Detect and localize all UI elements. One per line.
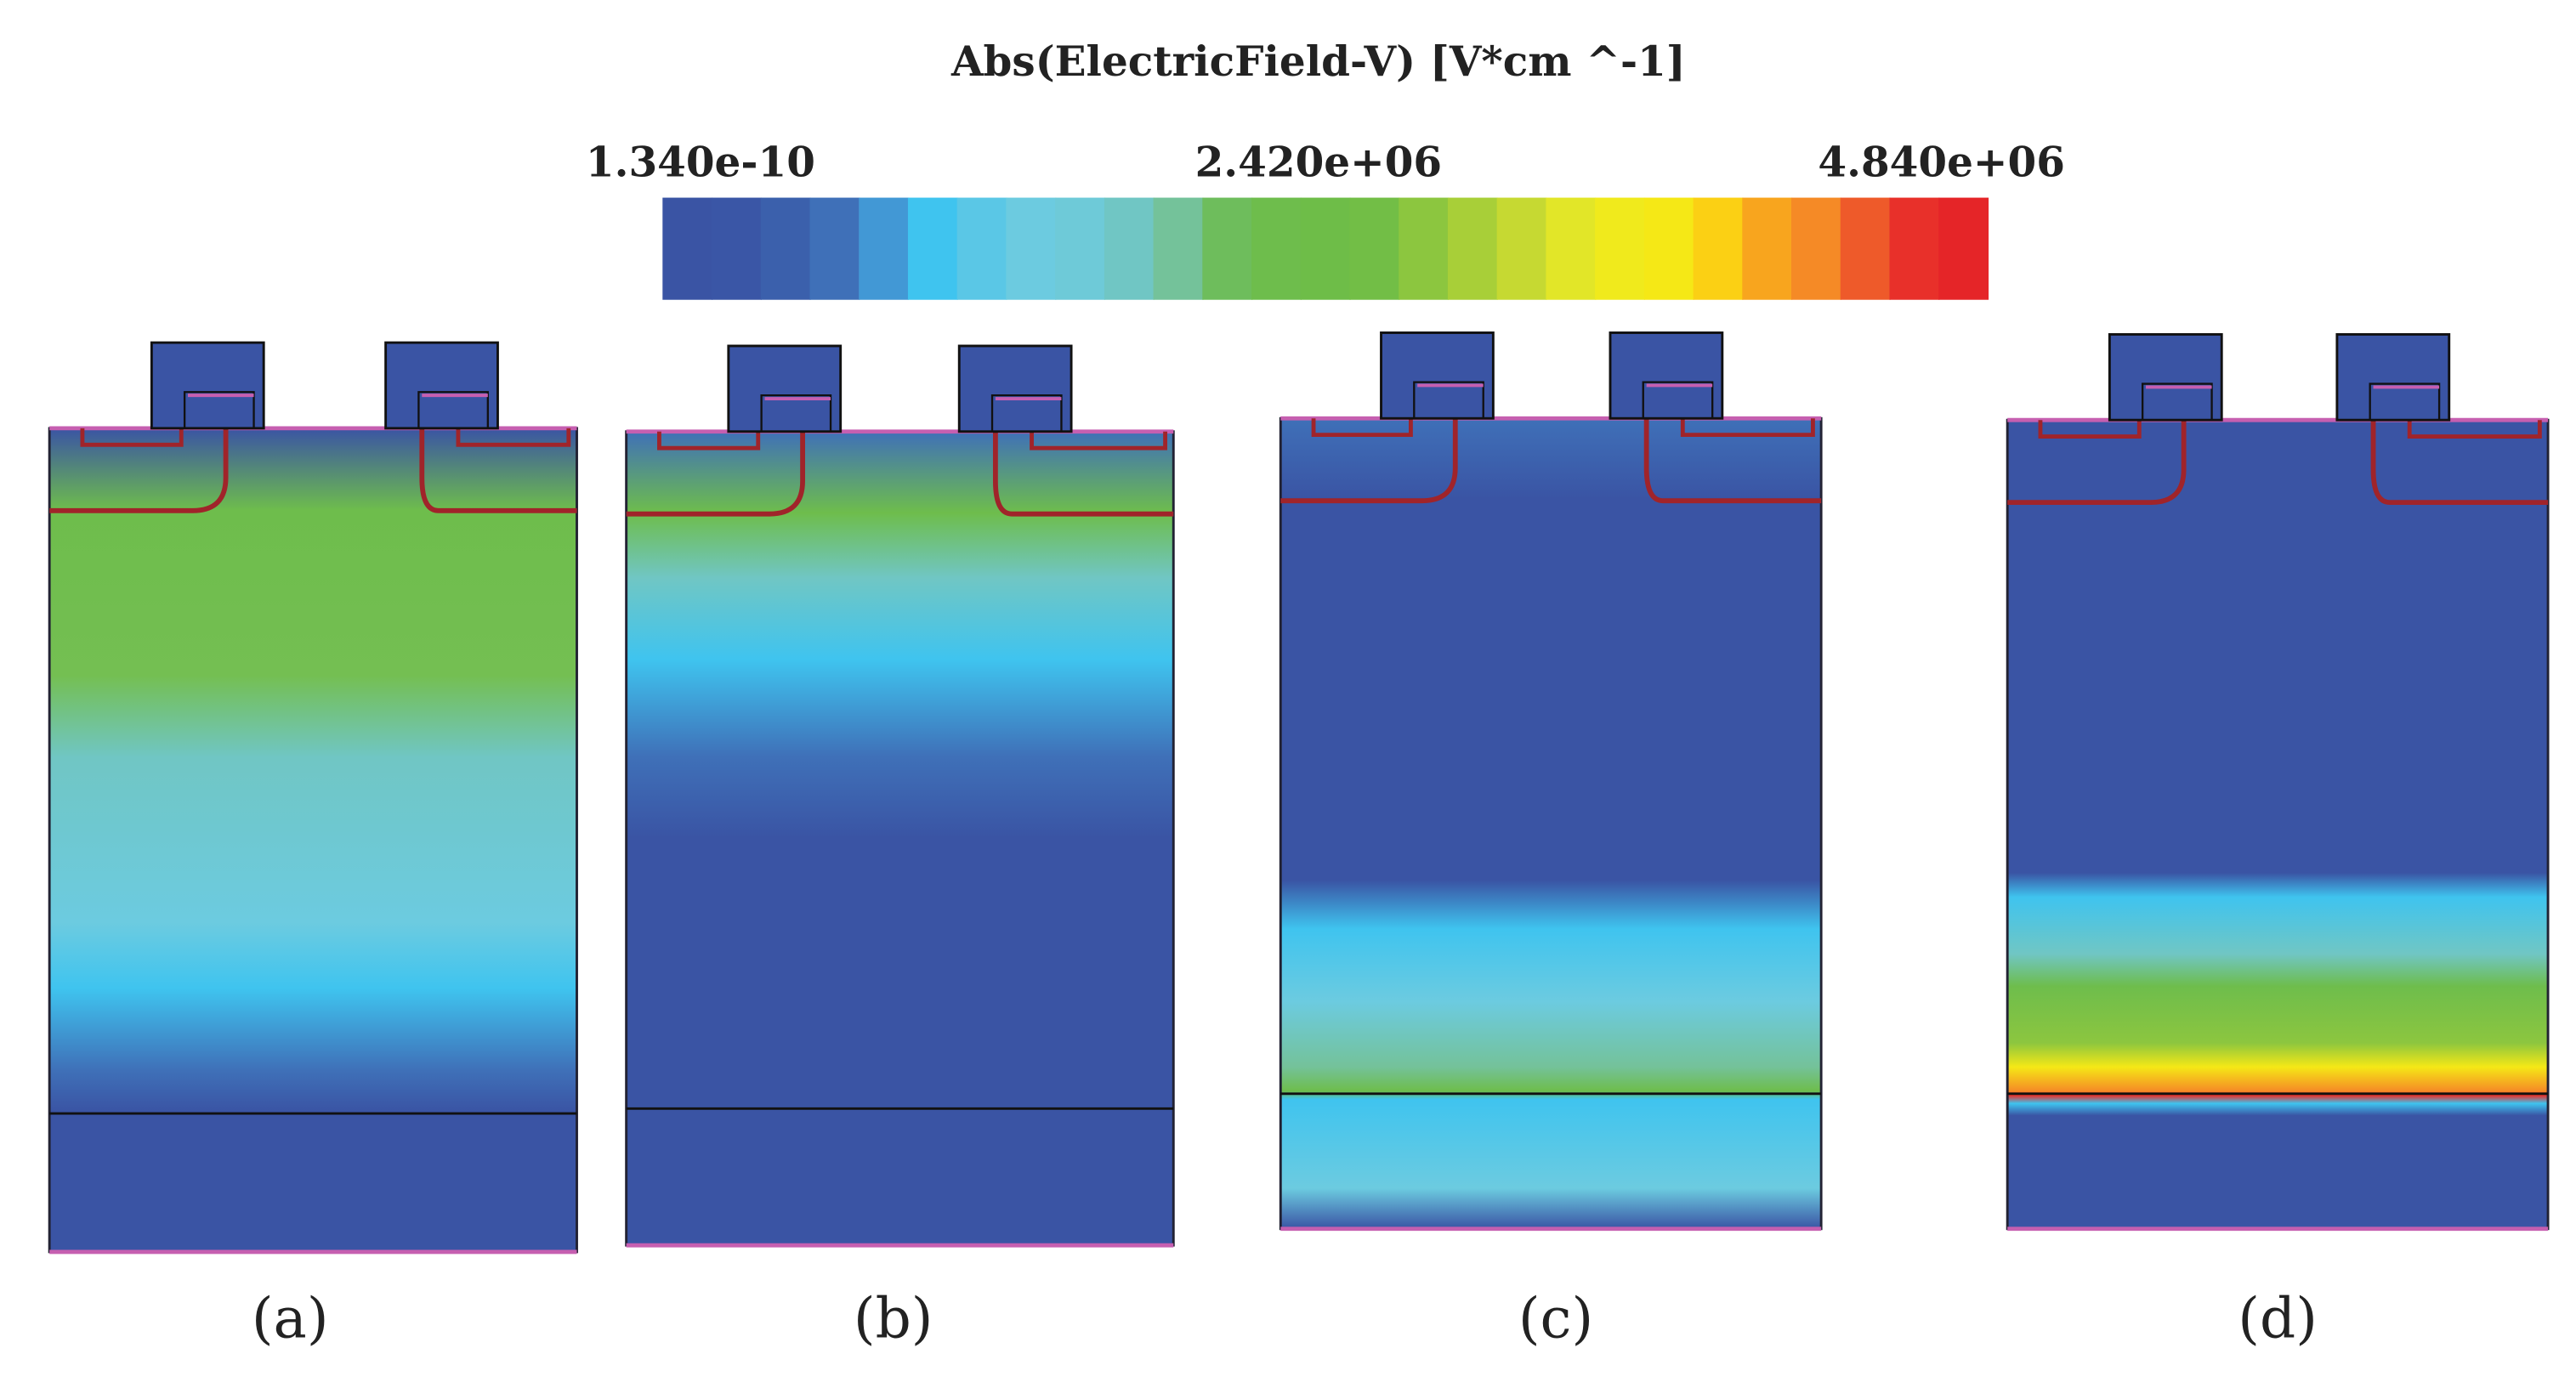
gate-contact bbox=[417, 391, 489, 428]
colorbar-step bbox=[907, 197, 958, 300]
junction bbox=[49, 428, 229, 513]
device-panel: (b) bbox=[625, 344, 1175, 1351]
colorbar-label: 2.420e+06 bbox=[1195, 139, 1443, 186]
colorbar-step bbox=[1104, 197, 1155, 300]
gate bbox=[1380, 331, 1495, 420]
colorbar-step bbox=[1153, 197, 1204, 300]
colorbar-step bbox=[1006, 197, 1057, 300]
junction bbox=[1280, 418, 1458, 504]
gate-contact bbox=[2141, 382, 2213, 421]
gate bbox=[1609, 331, 1724, 420]
source-region bbox=[1680, 418, 1815, 438]
junction bbox=[419, 428, 577, 513]
device-panel: (d) bbox=[2006, 332, 2550, 1351]
colorbar-step bbox=[1791, 197, 1841, 300]
colorbar-step bbox=[1693, 197, 1744, 300]
colorbar-step bbox=[662, 197, 713, 300]
panel-label: (a) bbox=[252, 1286, 329, 1351]
panel-label: (d) bbox=[2238, 1286, 2318, 1351]
device-body bbox=[2006, 418, 2550, 1231]
source-region bbox=[1311, 418, 1413, 438]
colorbar-step bbox=[1055, 197, 1106, 300]
colorbar-step bbox=[1595, 197, 1646, 300]
gate-contact bbox=[990, 394, 1063, 432]
gate bbox=[384, 341, 499, 430]
gate-contact bbox=[1642, 381, 1714, 419]
colorbar-step bbox=[859, 197, 910, 300]
colorbar-step bbox=[1643, 197, 1694, 300]
colorbar-step bbox=[1300, 197, 1351, 300]
gate-contact bbox=[1413, 381, 1484, 419]
source-region bbox=[2038, 420, 2142, 439]
colorbar-step bbox=[1742, 197, 1793, 300]
gate bbox=[2335, 332, 2451, 422]
junction bbox=[1643, 418, 1822, 504]
gate bbox=[2108, 332, 2223, 422]
colorbar-label: 4.840e+06 bbox=[1818, 139, 2065, 186]
device-panel: (c) bbox=[1279, 331, 1823, 1351]
junction bbox=[2007, 420, 2187, 506]
panels: (a) (b) (c) (d) bbox=[48, 331, 2550, 1351]
source-region bbox=[80, 428, 184, 447]
colorbar-step bbox=[1546, 197, 1597, 300]
colorbar-step bbox=[1889, 197, 1940, 300]
colorbar-title: Abs(ElectricField-V) [V*cm ^-1] bbox=[950, 38, 1686, 86]
colorbar bbox=[662, 197, 1989, 300]
junction bbox=[626, 431, 805, 517]
gate-contact bbox=[760, 394, 832, 432]
source-region bbox=[1030, 431, 1167, 450]
colorbar-step bbox=[760, 197, 811, 300]
colorbar-step bbox=[1938, 197, 1989, 300]
junction bbox=[2370, 420, 2549, 506]
colorbar-step bbox=[1251, 197, 1302, 300]
junction bbox=[992, 431, 1174, 517]
gate-contact bbox=[2369, 382, 2441, 421]
panel-label: (b) bbox=[854, 1286, 933, 1351]
gate bbox=[727, 344, 843, 433]
colorbar-step bbox=[1840, 197, 1891, 300]
gate bbox=[150, 341, 265, 430]
colorbar-step bbox=[1202, 197, 1253, 300]
colorbar-step bbox=[712, 197, 762, 300]
panel-label: (c) bbox=[1518, 1286, 1593, 1351]
device-body bbox=[625, 430, 1175, 1247]
colorbar-step bbox=[1399, 197, 1450, 300]
colorbar-step bbox=[956, 197, 1007, 300]
device-body bbox=[1279, 416, 1823, 1231]
colorbar-step bbox=[809, 197, 860, 300]
colorbar-step bbox=[1496, 197, 1547, 300]
colorbar-step bbox=[1349, 197, 1400, 300]
gate bbox=[957, 344, 1073, 433]
source-region bbox=[456, 428, 571, 447]
gate-contact bbox=[183, 391, 255, 428]
source-region bbox=[657, 431, 761, 450]
device-panel: (a) bbox=[48, 341, 578, 1351]
colorbar-step bbox=[1447, 197, 1498, 300]
device-body bbox=[48, 427, 578, 1254]
source-region bbox=[2407, 420, 2542, 439]
colorbar-label: 1.340e-10 bbox=[586, 139, 815, 186]
